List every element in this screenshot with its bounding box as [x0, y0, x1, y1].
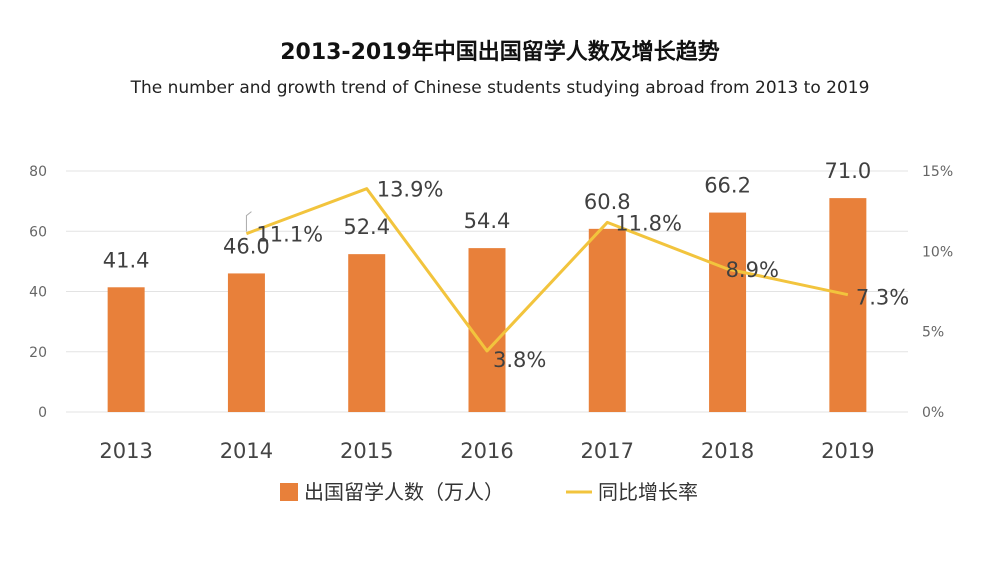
bar-label-2017: 60.8: [584, 190, 631, 214]
bar-label-2016: 54.4: [464, 209, 511, 233]
bar-series: [107, 198, 867, 412]
axes: 0 20 40 60 80 0% 5% 10% 15% 2013 2014 2015 2016 2017 2…: [29, 164, 953, 463]
bar-label-2015: 52.4: [343, 215, 390, 239]
legend-label-bar: 出国留学人数（万人）: [304, 480, 504, 504]
x-tick-label-2015: 2015: [340, 439, 393, 463]
y2-tick-label-10: 10%: [922, 244, 953, 260]
y2-tick-label-0: 0%: [922, 405, 944, 421]
y-tick-label-40: 40: [29, 285, 47, 301]
bar-2013: [107, 287, 145, 412]
chart-subtitle: The number and growth trend of Chinese s…: [130, 78, 870, 98]
bar-2016: [468, 248, 506, 412]
y-tick-label-80: 80: [29, 164, 47, 180]
line-label-2016: 3.8%: [493, 348, 546, 372]
legend-swatch-bar: [280, 483, 298, 501]
x-tick-label-2018: 2018: [701, 439, 754, 463]
y2-tick-label-5: 5%: [922, 325, 944, 341]
bar-2017: [588, 228, 626, 412]
x-tick-label-2014: 2014: [220, 439, 273, 463]
bar-2014: [227, 273, 265, 412]
bar-label-2013: 41.4: [103, 248, 150, 272]
growth-line: [245, 187, 849, 353]
data-labels: 41.4 46.0 52.4 54.4 60.8 66.2 71.0 11.1% 13.9% 3.…: [103, 159, 909, 372]
x-tick-label-2019: 2019: [821, 439, 874, 463]
chart-title: 2013-2019年中国出国留学人数及增长趋势: [280, 40, 720, 65]
bar-2015: [348, 254, 386, 412]
bar-label-2019: 71.0: [824, 159, 871, 183]
bar-2019: [829, 198, 867, 412]
line-series: [245, 187, 849, 353]
y-tick-label-0: 0: [38, 405, 47, 421]
line-label-2017: 11.8%: [615, 211, 682, 235]
line-label-2015: 13.9%: [377, 178, 444, 202]
bar-2018: [709, 212, 747, 412]
x-tick-label-2017: 2017: [581, 439, 634, 463]
legend: 出国留学人数（万人） 同比增长率: [280, 480, 698, 504]
y-tick-label-60: 60: [29, 224, 47, 240]
bar-label-2014: 46.0: [223, 234, 270, 258]
x-tick-label-2013: 2013: [99, 439, 152, 463]
x-tick-label-2016: 2016: [460, 439, 513, 463]
legend-label-line: 同比增长率: [598, 480, 698, 504]
y2-tick-label-15: 15%: [922, 164, 953, 180]
line-label-2014: 11.1%: [256, 223, 323, 247]
line-label-2018: 8.9%: [726, 258, 779, 282]
bar-label-2018: 66.2: [704, 174, 751, 198]
leader-line-2014: [245, 211, 252, 232]
y-tick-label-20: 20: [29, 345, 47, 361]
line-label-2019: 7.3%: [856, 286, 909, 310]
